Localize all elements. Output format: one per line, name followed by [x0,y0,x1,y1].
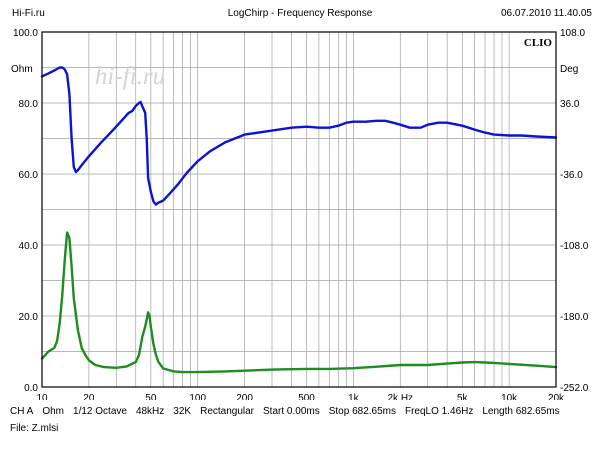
x-tick-label: 200 [236,393,253,400]
y-left-tick-label: 40.0 [19,241,39,252]
start-label: Start 0.00ms [263,406,320,417]
y-left-tick-label: 80.0 [19,99,39,110]
length-label: Length 682.65ms [482,406,560,417]
y-right-tick-label: -180.0 [560,312,589,323]
window-label: Rectangular [200,406,255,417]
x-tick-label: 100 [189,393,206,400]
right-axis-unit: Deg [560,64,578,75]
fft-size-label: 32K [173,406,192,417]
x-tick-label: 20k [548,393,565,400]
series-group [40,66,558,374]
header-site-label: Hi-Fi.ru [12,8,45,19]
y-right-tick-label: -252.0 [560,383,589,394]
x-tick-label: 10k [501,393,518,400]
phase-series-line [40,66,558,206]
y-left-tick-label: 20.0 [19,312,39,323]
y-right-tick-label: -108.0 [560,241,589,252]
plot-frame [41,31,557,388]
frequency-response-chart: hi-fi.ru CLIO Ohm Deg 10 20 50 100 200 500 1k 2… [11,28,589,400]
y-right-tick-label: 108.0 [560,28,585,39]
y-right-tick-label: -36.0 [560,170,583,181]
x-tick-label: 20 [83,393,95,400]
y-left-tick-label: 100.0 [13,28,38,39]
left-axis-unit: Ohm [11,64,33,75]
octave-label: 1/12 Octave [73,406,127,417]
chart-title: LogChirp - Frequency Response [227,8,373,19]
measurement-info: CH A Ohm 1/12 Octave 48kHz 32K Rectangular Sta… [10,406,569,417]
x-tick-label: 1k [348,393,360,400]
brand-label: CLIO [524,37,553,49]
unit-label: Ohm [42,406,65,417]
x-tick-label: 50 [145,393,157,400]
x-tick-label: 2k Hz [388,393,414,400]
y-right-tick-label: 36.0 [560,99,580,110]
stop-label: Stop 682.65ms [328,406,396,417]
freqlo-label: FreqLO 1.46Hz [404,406,474,417]
header-timestamp: 06.07.2010 11.40.05 [500,8,592,19]
x-tick-label: 10 [36,393,48,400]
x-tick-label: 5k [457,393,469,400]
file-label: File: Z.mlsi [10,423,59,434]
sample-rate-label: 48kHz [135,406,165,417]
x-tick-label: 500 [298,393,315,400]
impedance-series-line [40,231,558,374]
y-left-tick-label: 60.0 [19,170,39,181]
tick-labels: 10 20 50 100 200 500 1k 2k Hz 5k 10k 20k 0.0 20.0 40.… [13,28,589,400]
y-left-tick-label: 0.0 [24,383,38,394]
grid [42,32,556,387]
brand-box [516,35,554,49]
watermark: hi-fi.ru [95,63,165,90]
channel-label: CH A [10,406,34,417]
